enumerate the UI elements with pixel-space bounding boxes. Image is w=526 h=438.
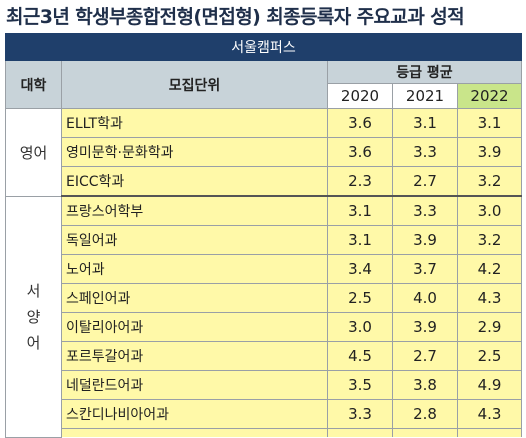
unit-cell: 포르투갈어과	[61, 341, 328, 371]
university-cell-western: 서 양 어	[5, 195, 62, 438]
value-2021: 3.7	[392, 254, 458, 284]
value-2022: 4.9	[456, 370, 523, 400]
unit-cell: EICC학과	[61, 166, 328, 197]
value-2020: 3.5	[327, 370, 393, 400]
unit-cell: 네덜란드어과	[61, 370, 328, 400]
value-2022: 3.1	[456, 108, 523, 138]
university-char: 양	[26, 307, 41, 326]
value-2022: 3.2	[456, 166, 523, 197]
value-2020: 3.3	[327, 399, 393, 429]
unit-cell: ELLT학과	[61, 108, 328, 138]
value-2020: 3.4	[327, 254, 393, 284]
value-2021: 2.7	[392, 166, 458, 197]
unit-header: 모집단위	[61, 60, 328, 109]
value-2022: 4.3	[456, 399, 523, 429]
value-2022: 3.0	[456, 195, 523, 226]
unit-cell: 독일어과	[61, 225, 328, 255]
value-2020: 3.1	[327, 195, 393, 226]
value-2020: 2.5	[327, 283, 393, 313]
value-2020: 3.1	[327, 225, 393, 255]
value-2020: 3.0	[327, 312, 393, 342]
value-2021: 3.3	[392, 137, 458, 167]
value-cutoff	[456, 428, 523, 437]
unit-cell: 스페인어과	[61, 283, 328, 313]
university-char: 어	[26, 333, 41, 352]
value-2021: 3.9	[392, 225, 458, 255]
year-header-2021: 2021	[392, 83, 458, 109]
value-cutoff	[392, 428, 458, 437]
value-cutoff	[327, 428, 393, 437]
unit-cell-cutoff	[61, 428, 328, 437]
value-2022: 4.2	[456, 254, 523, 284]
university-header: 대학	[5, 60, 62, 109]
value-2022: 2.5	[456, 341, 523, 371]
year-header-2022: 2022	[456, 83, 523, 109]
value-2021: 3.9	[392, 312, 458, 342]
value-2021: 2.8	[392, 399, 458, 429]
value-2020: 3.6	[327, 137, 393, 167]
university-cell-english: 영어	[5, 108, 62, 197]
unit-cell: 노어과	[61, 254, 328, 284]
unit-cell: 스칸디나비아어과	[61, 399, 328, 429]
value-2020: 3.6	[327, 108, 393, 138]
value-2021: 3.3	[392, 195, 458, 226]
value-2021: 2.7	[392, 341, 458, 371]
unit-cell: 프랑스어학부	[61, 195, 328, 226]
unit-cell: 이탈리아어과	[61, 312, 328, 342]
value-2021: 4.0	[392, 283, 458, 313]
value-2022: 3.2	[456, 225, 523, 255]
value-2020: 4.5	[327, 341, 393, 371]
page-title: 최근3년 학생부종합전형(면접형) 최종등록자 주요교과 성적	[6, 6, 465, 28]
value-2021: 3.1	[392, 108, 458, 138]
value-2022: 3.9	[456, 137, 523, 167]
value-2022: 2.9	[456, 312, 523, 342]
grade-avg-header: 등급 평균	[326, 60, 523, 84]
value-2020: 2.3	[327, 166, 393, 197]
university-char: 서	[26, 281, 41, 300]
unit-cell: 영미문학·문화학과	[61, 137, 328, 167]
year-header-2020: 2020	[327, 83, 393, 109]
campus-header: 서울캠퍼스	[4, 33, 523, 61]
value-2021: 3.8	[392, 370, 458, 400]
grades-table: 서울캠퍼스 대학 모집단위 등급 평균 2020 2021 2022 영어 EL…	[4, 33, 523, 438]
value-2022: 4.3	[456, 283, 523, 313]
